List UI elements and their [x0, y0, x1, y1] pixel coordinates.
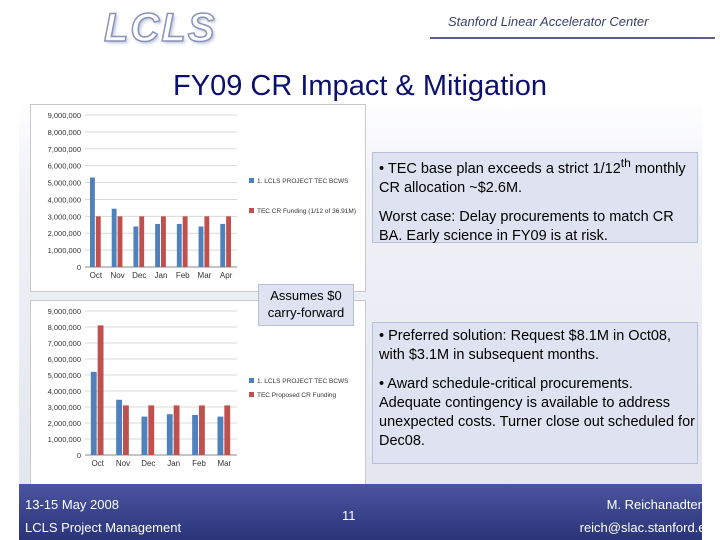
footer-email: reich@slac.stanford.edu — [579, 520, 720, 535]
x-tick-label: Dec — [141, 459, 155, 468]
bar-bcws — [166, 414, 173, 455]
legend-swatch — [249, 378, 254, 383]
x-tick-label: Jan — [155, 271, 168, 280]
legend-label: TEC Proposed CR Funding — [257, 392, 337, 399]
chart-cr-allocation-svg: 0 1,000,000 2,000,000 3,000,000 4,000,000 5,0… — [48, 111, 356, 280]
bar-bcws — [89, 177, 95, 267]
y-tick-label: 4,000,000 — [48, 195, 81, 204]
bar-bcws — [141, 416, 148, 455]
callout-worst-case: Worst case: Delay procurements to match … — [379, 208, 674, 244]
x-tick-label: Mar — [217, 459, 231, 468]
bar-cr-funding — [123, 405, 129, 455]
x-tick-label: Nov — [110, 271, 124, 280]
legend-swatch — [249, 392, 254, 397]
bullet-text-tail: monthly CR allocation ~$2.6M. — [379, 160, 686, 196]
x-tick-label: Feb — [192, 459, 206, 468]
y-tick-label: 7,000,000 — [48, 339, 81, 348]
x-tick-label: Feb — [176, 271, 190, 280]
bar-cr-funding — [97, 325, 104, 455]
legend-label: 1. LCLS PROJECT TEC BCWS — [257, 378, 349, 385]
callout-base-plan: • TEC base plan exceeds a strict 1/12th … — [372, 152, 698, 244]
y-tick-label: 6,000,000 — [48, 162, 81, 171]
x-tick-label: Apr — [220, 271, 233, 280]
y-tick-label: 8,000,000 — [48, 128, 81, 137]
y-tick-label: 0 — [77, 263, 81, 272]
bullet-text: • TEC base plan exceeds a strict 1/12 — [379, 160, 621, 177]
legend-label: 1. LCLS PROJECT TEC BCWS — [257, 178, 349, 185]
y-tick-label: 2,000,000 — [48, 229, 81, 238]
header-rule — [430, 37, 715, 39]
x-tick-label: Oct — [90, 271, 103, 280]
bar-bcws — [217, 416, 224, 455]
bar-cr-funding — [224, 405, 231, 455]
superscript: th — [620, 156, 631, 170]
footer-date: 13-15 May 2008 — [25, 497, 119, 512]
y-tick-label: 1,000,000 — [48, 246, 81, 255]
footer-bar: 13-15 May 2008 LCLS Project Management 1… — [19, 484, 720, 540]
bar-cr-funding — [161, 216, 166, 267]
footer-org: LCLS Project Management — [25, 520, 182, 535]
y-tick-label: 4,000,000 — [48, 387, 81, 396]
y-tick-label: 0 — [77, 451, 81, 460]
x-tick-label: Dec — [132, 271, 146, 280]
bar-bcws — [220, 223, 226, 267]
bar-bcws — [90, 371, 97, 455]
y-tick-label: 9,000,000 — [48, 307, 81, 316]
y-tick-label: 8,000,000 — [48, 323, 81, 332]
slide-header: LCLS Stanford Linear Accelerator Center — [0, 0, 720, 58]
slide-title: FY09 CR Impact & Mitigation — [173, 70, 547, 102]
legend-swatch — [249, 178, 254, 183]
bar-bcws — [176, 223, 182, 267]
bar-bcws — [133, 226, 139, 267]
page-number: 11 — [342, 508, 356, 523]
bar-cr-funding — [117, 216, 123, 267]
bar-bcws — [116, 399, 122, 455]
x-tick-label: Nov — [116, 459, 130, 468]
callout-bullet-base-plan: • TEC base plan exceeds a strict 1/12th … — [379, 154, 697, 198]
chart-proposed-funding: 0 1,000,000 2,000,000 3,000,000 4,000,000 5,0… — [30, 300, 366, 486]
lab-name: Stanford Linear Accelerator Center — [448, 14, 649, 29]
bar-cr-funding — [199, 405, 205, 455]
bar-bcws — [192, 415, 198, 455]
y-tick-label: 7,000,000 — [48, 145, 81, 154]
legend-swatch — [249, 208, 254, 213]
bar-cr-funding — [226, 216, 232, 267]
bar-bcws — [198, 226, 204, 267]
bar-bcws — [155, 223, 160, 267]
y-tick-label: 5,000,000 — [48, 179, 81, 188]
y-tick-label: 2,000,000 — [48, 419, 81, 428]
y-tick-label: 6,000,000 — [48, 355, 81, 364]
bar-cr-funding — [173, 405, 180, 455]
bar-cr-funding — [95, 216, 101, 267]
callout-mitigation: • Preferred solution: Request $8.1M in O… — [372, 322, 698, 464]
bar-cr-funding — [139, 216, 145, 267]
chart-cr-allocation: 0 1,000,000 2,000,000 3,000,000 4,000,000 5,0… — [30, 104, 366, 292]
carry-forward-note: Assumes $0 carry-forward — [258, 284, 354, 326]
bar-cr-funding — [148, 405, 155, 455]
x-tick-label: Oct — [91, 459, 104, 468]
y-tick-label: 3,000,000 — [48, 212, 81, 221]
callout-bullet-award: • Award schedule-critical procurements. … — [379, 376, 695, 449]
bar-cr-funding — [204, 216, 210, 267]
y-tick-label: 3,000,000 — [48, 403, 81, 412]
y-tick-label: 9,000,000 — [48, 111, 81, 120]
bar-cr-funding — [182, 216, 188, 267]
x-tick-label: Mar — [198, 271, 212, 280]
x-tick-label: Jan — [167, 459, 180, 468]
y-tick-label: 1,000,000 — [48, 435, 81, 444]
bar-bcws — [111, 208, 117, 267]
lcls-logo: LCLS — [103, 5, 217, 51]
footer-author: M. Reichanadter — [606, 497, 702, 512]
legend-label: TEC CR Funding (1/12 of 36.91M) — [257, 208, 356, 215]
callout-bullet-preferred: • Preferred solution: Request $8.1M in O… — [379, 328, 672, 363]
y-tick-label: 5,000,000 — [48, 371, 81, 380]
chart-proposed-funding-svg: 0 1,000,000 2,000,000 3,000,000 4,000,000 5,0… — [48, 307, 350, 468]
